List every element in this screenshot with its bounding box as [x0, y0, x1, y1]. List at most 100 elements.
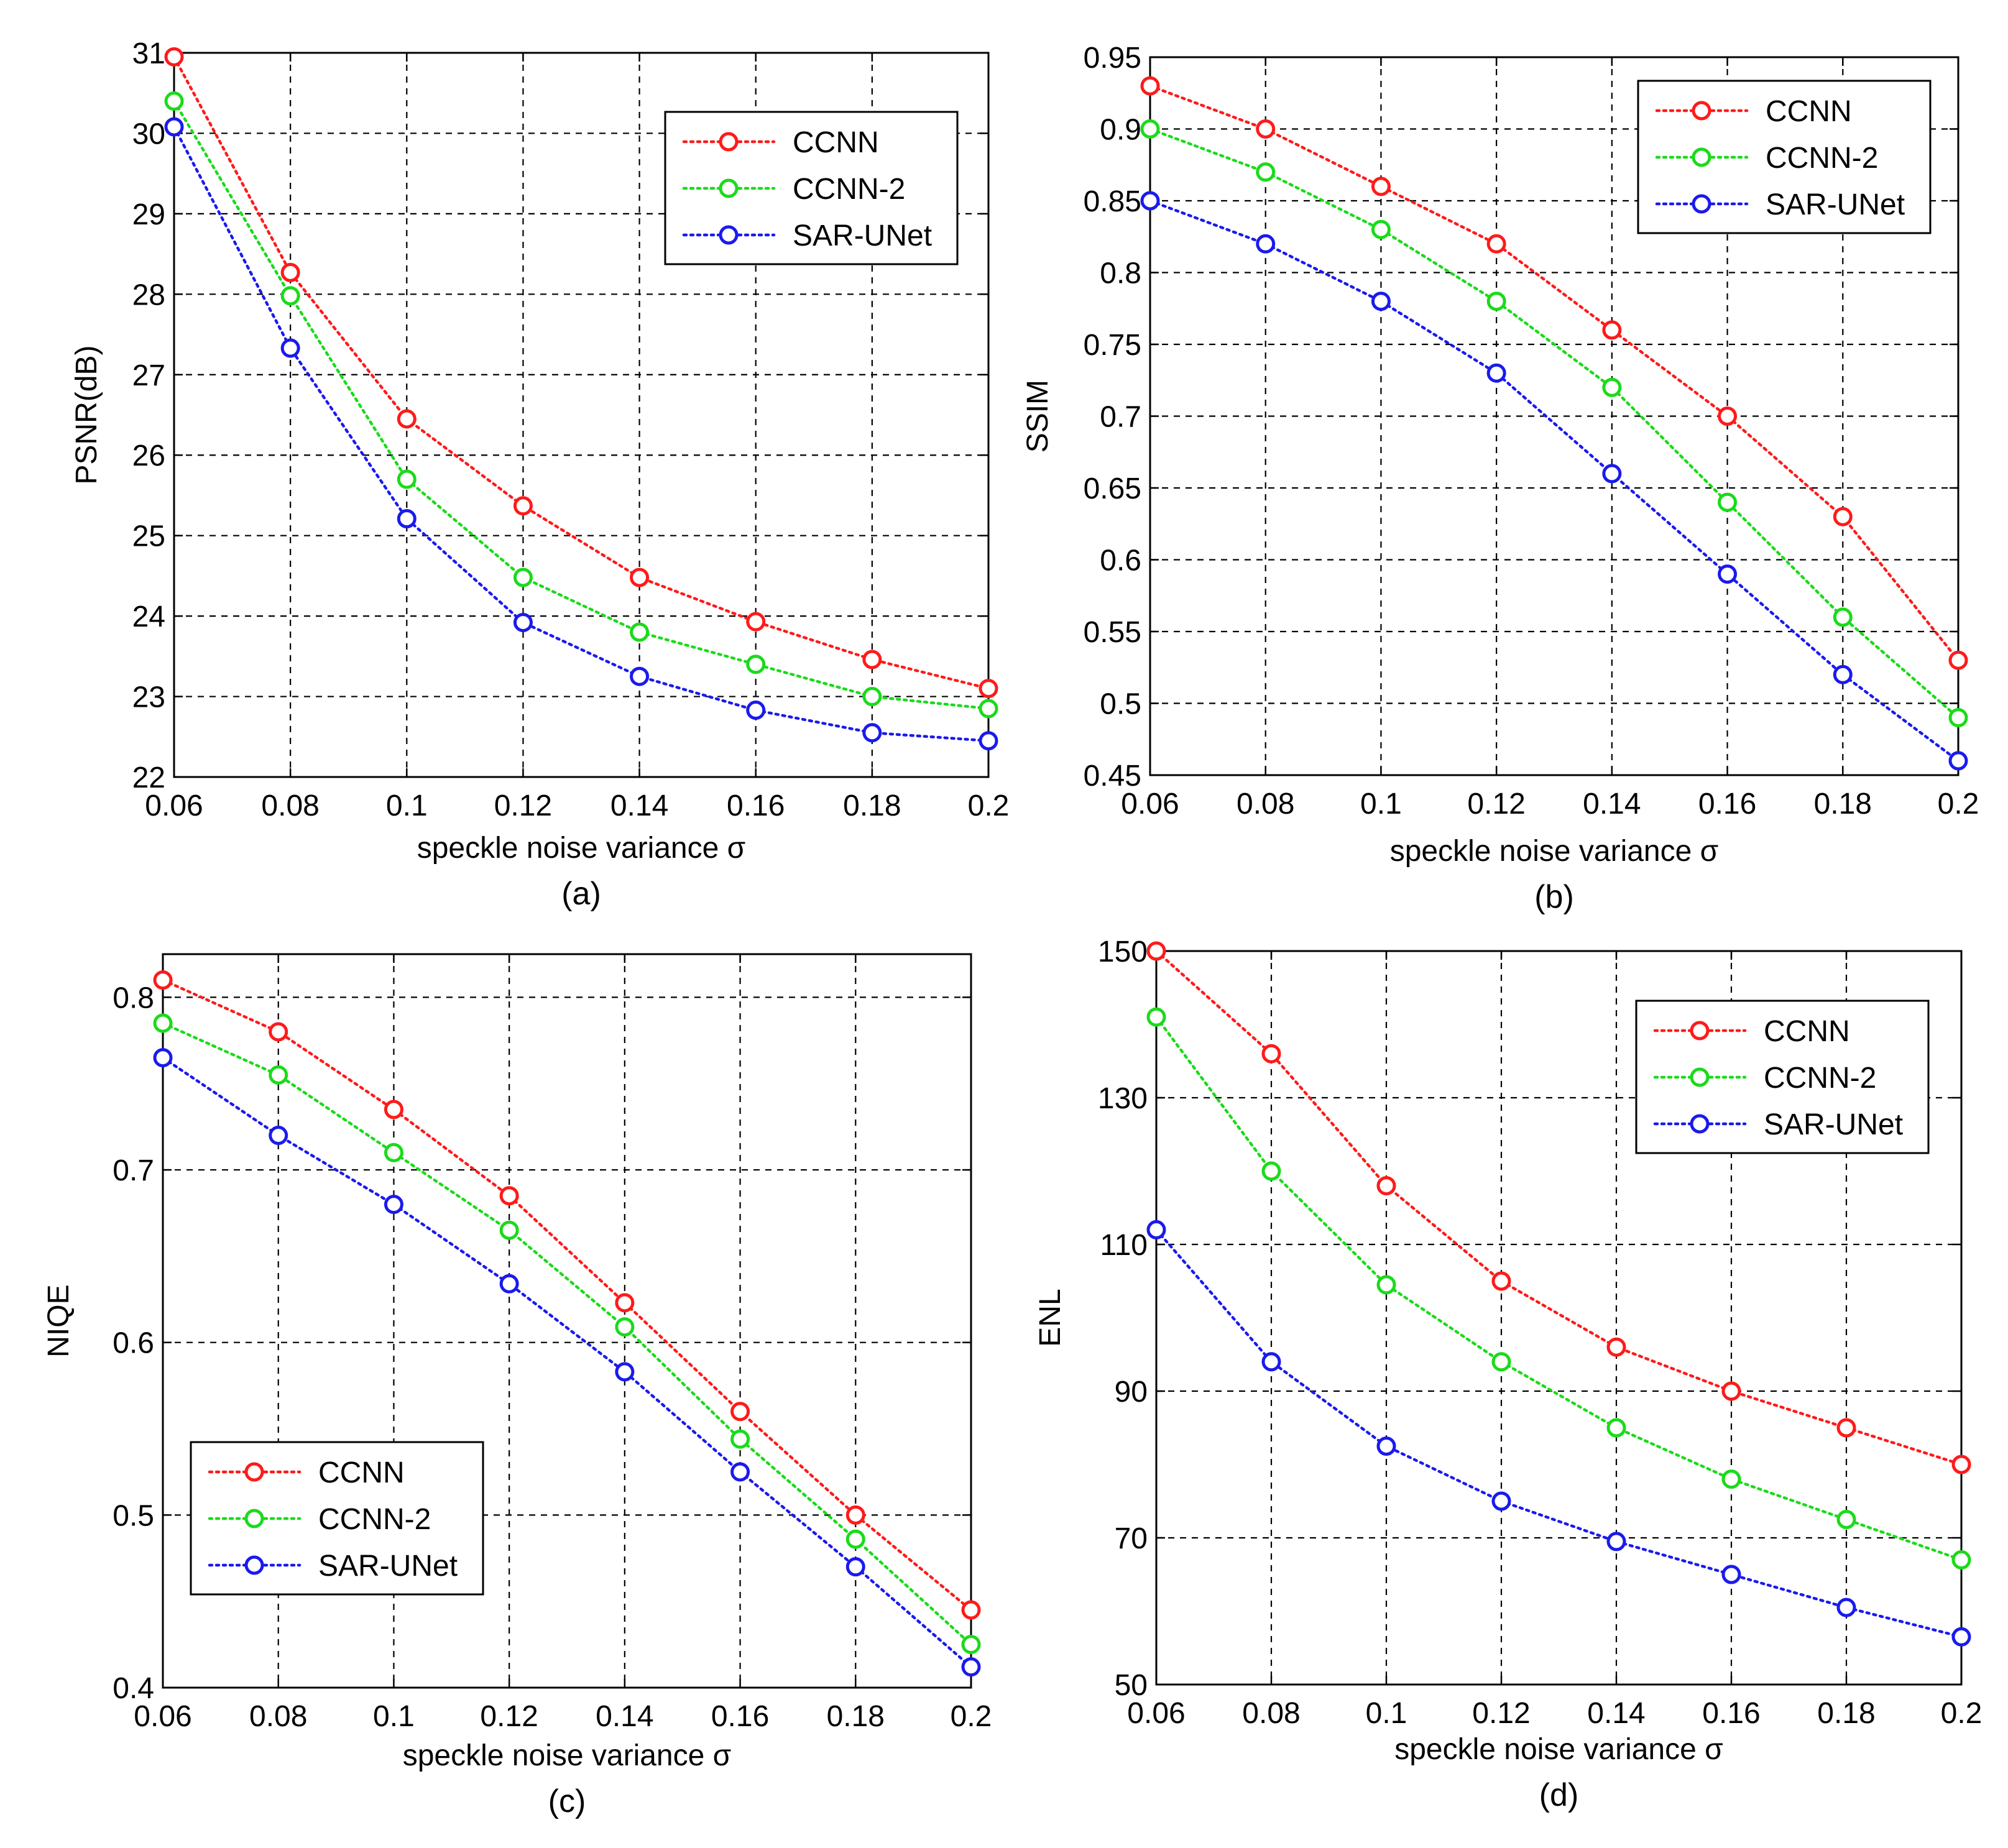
data-point-sar-unet: [1256, 234, 1276, 254]
y-tick-label: 150: [1098, 935, 1148, 968]
x-tick-label: 0.08: [1242, 1697, 1300, 1730]
data-point-ccnn: [1261, 1044, 1281, 1064]
data-point-sar-unet: [1371, 292, 1391, 311]
x-tick-label: 0.1: [1360, 788, 1402, 821]
series-line-sar-unet: [1154, 1228, 1963, 1639]
y-tick-label: 0.5: [113, 1499, 154, 1532]
data-point-ccnn-2: [1602, 377, 1622, 397]
data-point-ccnn: [1948, 650, 1968, 670]
data-point-sar-unet: [1948, 751, 1968, 771]
x-tick-label: 0.06: [1121, 788, 1179, 821]
chart-panel-a: 0.06 0.08 0.1 0.12 0.14 0.16 0.18 0.2 22 23 24 25 26…: [70, 37, 1009, 912]
plot-frame: [162, 953, 972, 1689]
data-point-sar-unet: [961, 1657, 981, 1677]
data-point-ccnn: [1371, 177, 1391, 196]
data-point-sar-unet: [630, 666, 650, 686]
data-point-ccnn-2: [746, 655, 766, 674]
data-point-ccnn-2: [1721, 1469, 1741, 1489]
panel-label: (a): [561, 876, 601, 912]
legend-swatch-marker: [719, 178, 739, 198]
y-tick-label: 27: [132, 359, 165, 392]
x-tick-label: 0.14: [596, 1700, 653, 1733]
x-axis-label: speckle noise variance σ: [417, 832, 746, 865]
data-point-ccnn: [1376, 1176, 1396, 1196]
data-point-ccnn: [384, 1100, 403, 1119]
x-tick-label: 0.1: [1366, 1697, 1407, 1730]
data-point-ccnn-2: [1836, 1510, 1856, 1529]
data-point-ccnn: [1602, 320, 1622, 340]
x-tick-label: 0.2: [1941, 1697, 1983, 1730]
data-point-ccnn-2: [1140, 119, 1160, 139]
data-point-sar-unet: [979, 731, 998, 751]
x-tick-label: 0.14: [1583, 788, 1641, 821]
legend-swatch-marker: [1692, 147, 1711, 167]
y-tick-label: 110: [1100, 1229, 1148, 1262]
data-point-ccnn: [862, 650, 882, 669]
data-point-sar-unet: [1718, 564, 1738, 584]
data-point-ccnn: [153, 970, 173, 990]
x-tick-label: 0.06: [1127, 1697, 1185, 1730]
chart-panel-b: 0.06 0.08 0.1 0.12 0.14 0.16 0.18 0.2 0.45 0.5 0.5…: [1021, 42, 1979, 915]
x-tick-label: 0.12: [494, 789, 552, 822]
chart-panel-d: 0.06 0.08 0.1 0.12 0.14 0.16 0.18 0.2 50 70 90 110 1…: [1034, 935, 1982, 1813]
y-tick-label: 23: [132, 681, 165, 714]
data-point-ccnn-2: [1491, 1352, 1511, 1372]
data-point-ccnn-2: [499, 1220, 519, 1240]
data-point-sar-unet: [730, 1462, 750, 1482]
x-axis-label: speckle noise variance σ: [1394, 1733, 1723, 1766]
y-tick-label: 0.95: [1084, 42, 1141, 75]
legend-swatch-marker: [719, 225, 739, 245]
x-tick-label: 0.18: [1817, 1697, 1875, 1730]
y-axis-label: NIQE: [42, 1284, 75, 1357]
legend-label: SAR-UNet: [1766, 188, 1905, 221]
data-point-ccnn-2: [153, 1013, 173, 1033]
data-point-ccnn: [1721, 1381, 1741, 1401]
y-tick-label: 31: [132, 37, 165, 70]
data-point-sar-unet: [862, 723, 882, 743]
y-tick-label: 0.4: [113, 1672, 154, 1705]
legend-swatch-marker: [1692, 101, 1711, 121]
data-point-ccnn: [280, 262, 300, 282]
data-point-ccnn-2: [1718, 492, 1738, 512]
data-point-ccnn-2: [1948, 708, 1968, 728]
data-point-ccnn-2: [1606, 1418, 1626, 1438]
series-line-ccnn: [1154, 949, 1963, 1466]
data-point-ccnn-2: [280, 286, 300, 306]
data-point-ccnn-2: [384, 1142, 403, 1162]
legend-label: SAR-UNet: [793, 219, 932, 252]
data-point-ccnn-2: [1486, 292, 1506, 311]
data-point-ccnn-2: [1371, 219, 1391, 239]
data-point-ccnn: [1836, 1418, 1856, 1438]
series-line-sar-unet: [1148, 199, 1960, 763]
data-point-ccnn: [1146, 941, 1166, 961]
data-point-sar-unet: [1140, 191, 1160, 211]
data-point-ccnn: [1833, 507, 1853, 526]
x-tick-label: 0.14: [610, 789, 668, 822]
data-point-ccnn: [1951, 1455, 1971, 1474]
legend-label: CCNN: [1764, 1015, 1850, 1048]
data-point-sar-unet: [1836, 1597, 1856, 1617]
y-tick-label: 0.9: [1100, 114, 1141, 147]
data-point-sar-unet: [1602, 464, 1622, 484]
series-line-sar-unet: [172, 125, 990, 743]
data-point-sar-unet: [1261, 1352, 1281, 1372]
data-point-ccnn: [269, 1022, 288, 1042]
data-point-ccnn-2: [961, 1635, 981, 1655]
data-point-sar-unet: [1376, 1437, 1396, 1456]
y-tick-label: 30: [132, 117, 165, 150]
y-tick-label: 90: [1115, 1376, 1148, 1409]
y-tick-label: 50: [1115, 1669, 1148, 1702]
data-point-ccnn-2: [1261, 1161, 1281, 1181]
data-point-ccnn: [730, 1402, 750, 1422]
legend-swatch-marker: [1692, 194, 1711, 214]
x-tick-label: 0.16: [1702, 1697, 1760, 1730]
y-tick-label: 130: [1098, 1082, 1148, 1115]
y-tick-label: 25: [132, 520, 165, 553]
x-tick-label: 0.2: [968, 789, 1010, 822]
y-tick-label: 26: [132, 439, 165, 472]
y-tick-label: 0.6: [113, 1327, 154, 1360]
legend-label: SAR-UNet: [318, 1550, 458, 1583]
data-point-sar-unet: [1833, 664, 1853, 684]
data-point-ccnn-2: [269, 1065, 288, 1085]
